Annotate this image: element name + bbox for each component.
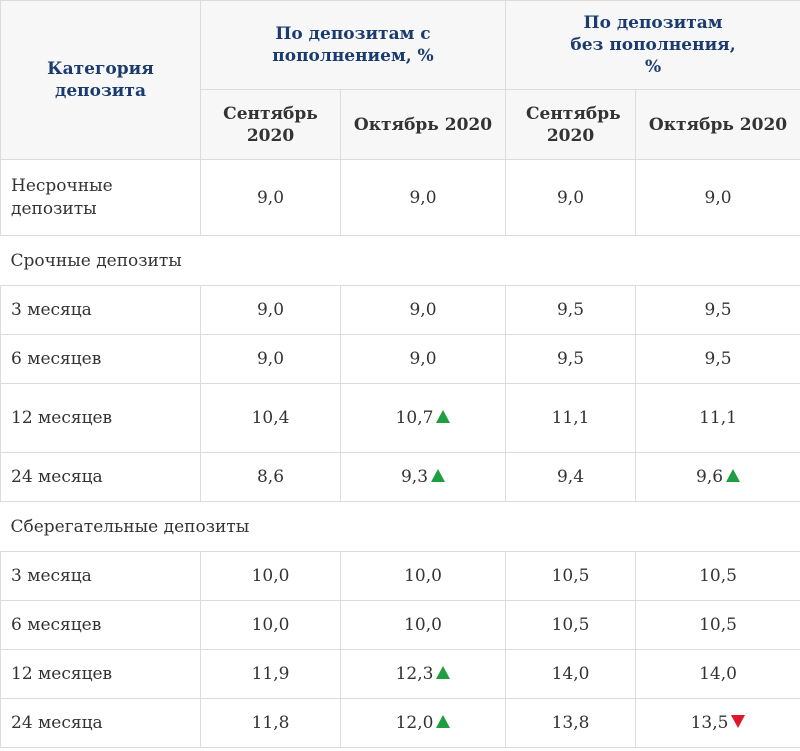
cell-value: 11,9 [200,649,341,699]
section-row: Сберегательные депозиты [0,501,800,552]
row-label: 12 месяцев [0,383,201,453]
cell-value-with-arrow: 12,3 [339,649,507,699]
cell-value: 9,5 [635,285,800,335]
table-row: 6 месяцев 10,0 10,0 10,5 10,5 [0,600,800,650]
cell-value: 14,0 [505,649,637,699]
cell-value: 12,0 [395,713,434,733]
row-label: 12 месяцев [0,649,201,699]
cell-value: 11,1 [505,383,637,453]
header-group-without-topup: По депозитам без пополнения, % [505,0,800,90]
cell-value: 8,6 [200,452,341,502]
cell-value: 10,4 [200,383,341,453]
triangle-down-icon [731,715,746,728]
cell-value: 9,0 [339,159,507,236]
cell-value: 9,0 [339,334,507,384]
cell-value: 14,0 [635,649,800,699]
cell-value: 9,0 [200,159,341,236]
cell-value: 10,5 [505,600,637,650]
cell-value: 13,5 [690,713,729,733]
cell-value: 9,5 [635,334,800,384]
table-row: 3 месяца 9,0 9,0 9,5 9,5 [0,285,800,335]
cell-value: 9,4 [505,452,637,502]
cell-value: 10,0 [339,600,507,650]
row-label: 6 месяцев [0,334,201,384]
row-label: 3 месяца [0,551,201,601]
table-row: 24 месяца 8,6 9,3 9,4 9,6 [0,452,800,502]
cell-value: 9,3 [400,467,429,487]
triangle-up-icon [726,469,741,482]
cell-value: 10,0 [200,600,341,650]
table-row: 12 месяцев 11,9 12,3 14,0 14,0 [0,649,800,699]
cell-value: 9,0 [200,285,341,335]
cell-value-with-arrow: 12,0 [339,698,507,748]
triangle-up-icon [436,410,451,423]
table-row: Несрочные депозиты 9,0 9,0 9,0 9,0 [0,159,800,236]
section-title: Срочные депозиты [0,235,800,286]
section-row: Срочные депозиты [0,235,800,286]
cell-value-with-arrow: 9,6 [635,452,800,502]
header-category: Категория депозита [0,0,201,160]
cell-value-with-arrow: 9,3 [339,452,507,502]
cell-value: 9,5 [505,285,637,335]
cell-value: 10,0 [200,551,341,601]
cell-value: 10,5 [635,600,800,650]
triangle-up-icon [431,469,446,482]
table-row: 6 месяцев 9,0 9,0 9,5 9,5 [0,334,800,384]
cell-value: 9,0 [200,334,341,384]
row-label: 24 месяца [0,452,201,502]
cell-value: 9,0 [505,159,637,236]
cell-value: 9,5 [505,334,637,384]
cell-value-with-arrow: 13,5 [635,698,800,748]
cell-value: 11,1 [635,383,800,453]
cell-value: 10,5 [635,551,800,601]
cell-value: 9,0 [635,159,800,236]
table-row: 24 месяца 11,8 12,0 13,8 13,5 [0,698,800,748]
cell-value-with-arrow: 10,7 [339,383,507,453]
header-sep-2020: Сентябрь 2020 [200,89,341,160]
table-row: 12 месяцев 10,4 10,7 11,1 11,1 [0,383,800,453]
cell-value: 12,3 [395,664,434,684]
cell-value: 9,0 [339,285,507,335]
cell-value: 11,8 [200,698,341,748]
triangle-up-icon [436,666,451,679]
header-group-with-topup: По депозитам с пополнением, % [199,0,507,90]
cell-value: 13,8 [505,698,637,748]
cell-value: 10,5 [505,551,637,601]
table-row: 3 месяца 10,0 10,0 10,5 10,5 [0,551,800,601]
row-label: 3 месяца [0,285,201,335]
header-oct-2020: Октябрь 2020 [635,89,800,160]
header-oct-2020: Октябрь 2020 [339,89,507,160]
section-title: Сберегательные депозиты [0,501,800,552]
row-label: 24 месяца [0,698,201,748]
row-label: Несрочные депозиты [0,159,201,236]
cell-value: 9,6 [696,467,724,487]
row-label: 6 месяцев [0,600,201,650]
cell-value: 10,0 [339,551,507,601]
cell-value: 10,7 [395,408,434,428]
triangle-up-icon [436,715,451,728]
header-sep-2020: Сентябрь 2020 [505,89,637,160]
